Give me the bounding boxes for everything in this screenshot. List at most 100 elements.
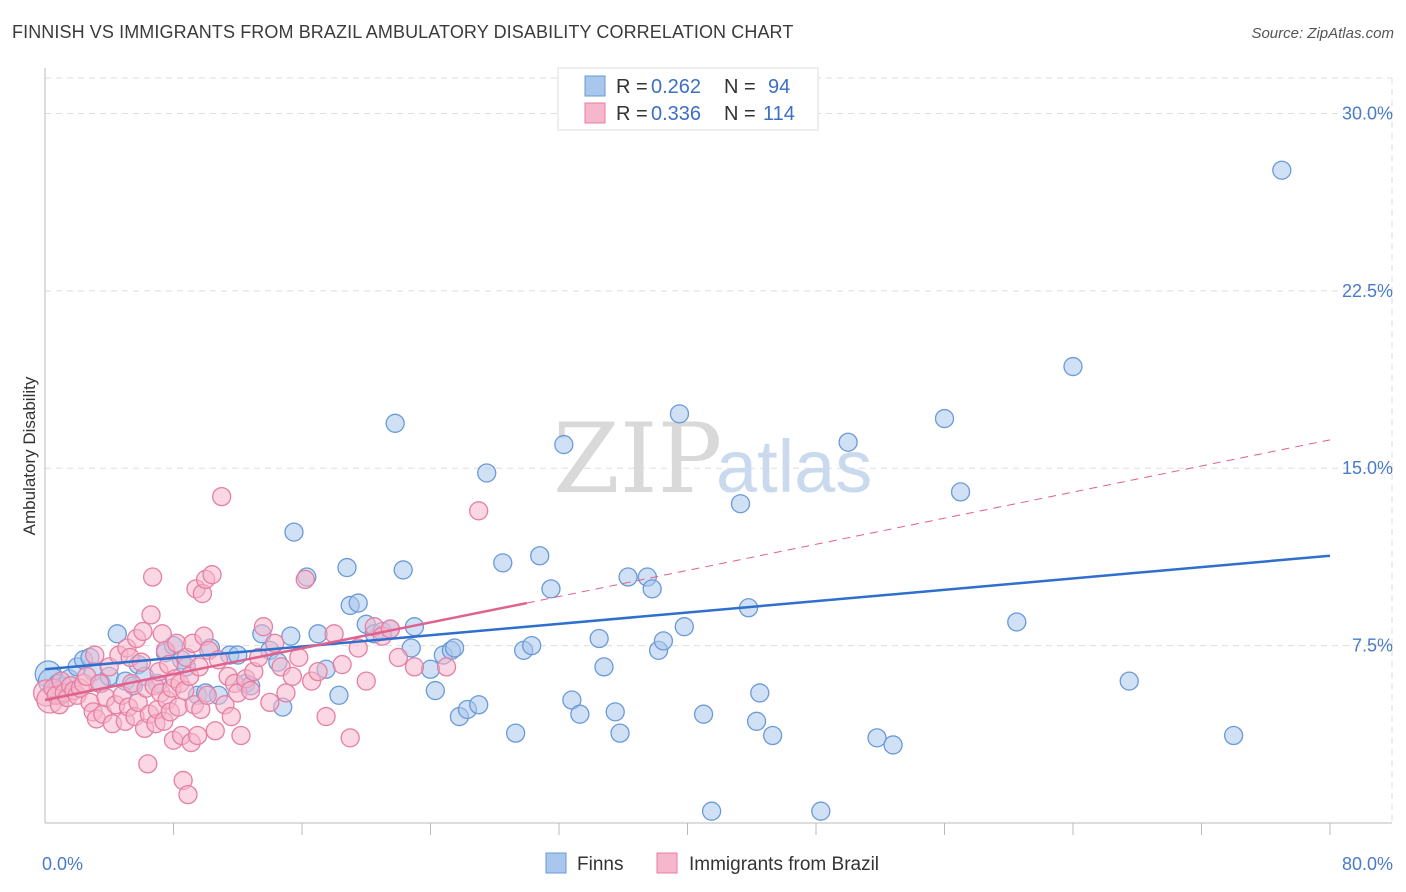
legend-r-label-finns: R = (616, 76, 648, 98)
brazil-point-113 (469, 501, 489, 521)
finns-point-70 (589, 628, 609, 649)
brazil-point-57 (168, 697, 188, 717)
finns-point-36 (284, 522, 304, 542)
finns-point-59 (469, 695, 489, 715)
bottom-legend-label-finns: Finns (577, 854, 623, 875)
y-tick-label-2: 22.5% (1342, 281, 1393, 301)
finns-point-50 (401, 638, 421, 658)
brazil-point-103 (332, 654, 352, 675)
brazil-point-104 (340, 728, 360, 748)
brazil-point-91 (253, 617, 274, 637)
finns-point-96 (1119, 671, 1139, 691)
brazil-point-96 (282, 666, 303, 687)
legend-swatch-finns (584, 75, 606, 97)
finns-point-78 (653, 631, 674, 651)
brazil-point-80 (212, 486, 232, 507)
finns-trend-line (44, 554, 1331, 671)
legend-n-label-brazil: N = (724, 103, 756, 125)
finns-point-60 (477, 463, 497, 483)
brazil-point-75 (197, 685, 217, 705)
finns-point-93 (950, 482, 971, 502)
chart-source: Source: ZipAtlas.com (1251, 25, 1394, 42)
brazil-point-101 (316, 706, 336, 727)
finns-point-56 (444, 638, 465, 658)
finns-point-81 (693, 704, 714, 724)
brazil-point-83 (221, 706, 241, 727)
trend-lines (44, 439, 1331, 702)
legend-swatch-brazil (584, 102, 606, 124)
legend: R = 0.262 N = 94 R = 0.336 N = 114 (557, 67, 819, 131)
brazil-point-69 (187, 725, 208, 746)
finns-point-52 (420, 659, 441, 679)
finns-point-13 (107, 624, 127, 644)
brazil-point-112 (436, 657, 457, 677)
finns-point-86 (750, 683, 770, 703)
bottom-legend-swatch-brazil (656, 852, 678, 874)
finns-point-35 (281, 626, 301, 646)
finns-point-87 (762, 725, 783, 746)
brazil-point-35 (133, 621, 153, 642)
finns-point-82 (701, 801, 722, 821)
brazil-point-92 (260, 692, 280, 713)
brazil-point-105 (348, 638, 368, 658)
x-tick-label-0: 0.0% (42, 854, 83, 874)
finns-point-66 (541, 579, 561, 599)
finns-point-94 (1007, 612, 1027, 632)
brazil-point-77 (202, 565, 222, 585)
tick-labels: 7.5% 15.0% 22.5% 30.0% 0.0% 80.0% (42, 103, 1393, 874)
finns-point-41 (337, 557, 357, 578)
x-tick-label-1: 80.0% (1342, 854, 1393, 874)
legend-n-value-finns: 94 (768, 76, 790, 98)
legend-n-value-brazil: 114 (763, 103, 795, 125)
finns-point-95 (1063, 356, 1083, 377)
finns-point-73 (610, 723, 630, 743)
legend-r-value-finns: 0.262 (651, 76, 701, 98)
chart-title: FINNISH VS IMMIGRANTS FROM BRAZIL AMBULA… (12, 22, 794, 42)
finns-point-76 (642, 579, 662, 599)
grid (45, 77, 1393, 823)
brazil-point-98 (295, 569, 315, 590)
brazil-point-41 (142, 567, 163, 587)
bottom-legend-label-brazil: Immigrants from Brazil (689, 854, 879, 875)
finns-point-90 (867, 728, 887, 748)
finns-point-79 (669, 404, 690, 424)
finns-point-91 (883, 735, 903, 755)
legend-n-label-finns: N = (724, 76, 756, 98)
brazil-point-78 (205, 721, 225, 741)
brazil-point-111 (404, 657, 425, 677)
finns-point-89 (838, 432, 858, 452)
brazil-point-110 (388, 647, 409, 668)
finns-point-62 (505, 723, 526, 743)
finns-point-53 (425, 680, 445, 701)
brazil-point-100 (308, 661, 328, 682)
brazil-point-63 (178, 784, 198, 805)
finns-point-97 (1223, 725, 1244, 746)
brazil-point-86 (231, 725, 251, 746)
brazil-point-106 (356, 671, 376, 691)
finns-point-83 (730, 494, 751, 514)
finns-point-69 (570, 704, 590, 724)
brazil-point-95 (276, 683, 296, 703)
y-tick-label-1: 15.0% (1342, 458, 1393, 478)
brazil-point-40 (141, 605, 161, 625)
finns-point-88 (811, 801, 831, 821)
brazil-point-38 (138, 754, 158, 774)
finns-point-71 (594, 657, 614, 677)
finns-point-74 (618, 567, 638, 587)
y-tick-label-0: 7.5% (1352, 636, 1393, 656)
finns-point-64 (522, 635, 542, 656)
finns-point-65 (530, 546, 550, 566)
watermark-zip: ZIP (553, 403, 722, 515)
finns-point-92 (934, 408, 955, 429)
y-tick-label-3: 30.0% (1342, 103, 1393, 123)
legend-r-value-brazil: 0.336 (651, 103, 701, 125)
bottom-legend: Finns Immigrants from Brazil (545, 852, 879, 875)
bottom-legend-swatch-finns (545, 852, 567, 874)
finns-point-72 (605, 702, 625, 722)
finns-point-48 (385, 413, 405, 433)
watermark: ZIP atlas (553, 403, 872, 515)
finns-point-67 (554, 434, 574, 455)
finns-point-38 (308, 624, 328, 644)
finns-point-98 (1272, 160, 1292, 180)
